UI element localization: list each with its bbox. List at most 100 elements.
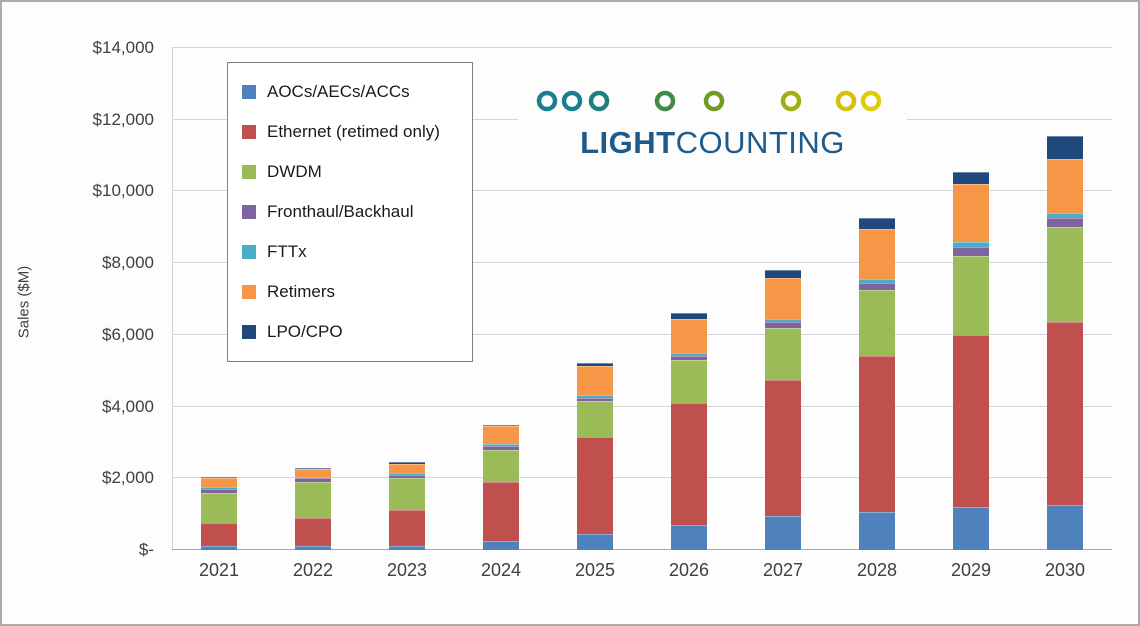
logo-text-counting: COUNTING [675, 125, 845, 160]
legend-swatch-icon [242, 245, 256, 259]
bar-2028 [859, 218, 895, 550]
bar-slot [266, 48, 360, 550]
y-axis-line [172, 48, 173, 550]
legend-item: LPO/CPO [228, 312, 472, 352]
bar-2030 [1047, 135, 1083, 550]
legend-label: Fronthaul/Backhaul [267, 202, 414, 221]
bar-slot [830, 48, 924, 550]
bar-segment [295, 481, 331, 518]
bar-segment [577, 362, 613, 367]
bar-segment [765, 327, 801, 380]
bar-segment [859, 512, 895, 550]
bar-segment [953, 256, 989, 335]
legend-swatch-icon [242, 165, 256, 179]
legend-item: Ethernet (retimed only) [228, 112, 472, 152]
bar-segment [295, 478, 331, 482]
bar-segment [201, 487, 237, 490]
bar-segment [389, 477, 425, 510]
bar-slot [642, 48, 736, 550]
bar-segment [671, 524, 707, 550]
gridline [172, 47, 1112, 48]
bar-segment [1047, 227, 1083, 323]
bar-slot [454, 48, 548, 550]
bar-segment [671, 313, 707, 319]
bar-segment [1047, 135, 1083, 160]
bar-slot [736, 48, 830, 550]
plot-area [172, 47, 1112, 550]
bar-segment [389, 509, 425, 546]
x-tick-label: 2023 [386, 560, 428, 580]
x-tick-label: 2026 [668, 560, 710, 580]
bar-segment [295, 546, 331, 550]
y-tick-label: $- [138, 540, 154, 559]
bar-segment [483, 449, 519, 482]
y-tick-label: $4,000 [102, 396, 154, 416]
x-tick-label: 2030 [1044, 560, 1086, 580]
bar-segment [389, 474, 425, 478]
legend-label: Ethernet (retimed only) [267, 122, 440, 141]
bar-segment [671, 359, 707, 403]
bar-2026 [671, 313, 707, 550]
x-axis-ticks: 2021 2022 2023 2024 2025 2026 2027 2028 2029 2030 [172, 560, 1112, 581]
bar-segment [671, 403, 707, 525]
bar-segment [577, 533, 613, 550]
legend-label: AOCs/AECs/ACCs [267, 82, 410, 101]
bar-segment [483, 444, 519, 447]
bar-segment [859, 356, 895, 513]
y-axis-title: Sales ($M) [15, 265, 33, 339]
bar-segment [295, 517, 331, 547]
logo-text-light: LIGHT [580, 125, 676, 160]
bar-segment [1047, 322, 1083, 506]
bar-2029 [953, 171, 989, 550]
bar-segment [483, 541, 519, 550]
y-tick-label: $10,000 [92, 181, 154, 201]
x-tick-label: 2028 [856, 560, 898, 580]
bar-segment [201, 546, 237, 550]
gridline [172, 262, 1112, 264]
bar-segment [671, 355, 707, 360]
legend-item: FTTx [228, 232, 472, 272]
lightcounting-logo: LIGHTCOUNTING [518, 80, 907, 164]
bar-segment [859, 229, 895, 280]
y-tick-label: $14,000 [92, 38, 154, 57]
bar-segment [765, 270, 801, 278]
x-tick-label: 2025 [574, 560, 616, 580]
bar-segment [295, 476, 331, 479]
bar-segment [483, 446, 519, 450]
bar-segment [859, 282, 895, 291]
bar-segment [577, 394, 613, 398]
bar-slot [548, 48, 642, 550]
gridline [172, 405, 1112, 407]
bar-segment [671, 318, 707, 353]
y-tick-label: $6,000 [102, 324, 154, 344]
bar-segment [1047, 505, 1083, 550]
bar-segment [389, 545, 425, 550]
bars-group [172, 48, 1112, 550]
bar-segment [201, 478, 237, 488]
legend-label: DWDM [267, 162, 322, 181]
legend-item: Retimers [228, 272, 472, 312]
bar-segment [389, 464, 425, 473]
logo-text: LIGHTCOUNTING [520, 125, 905, 160]
bar-segment [483, 424, 519, 427]
x-tick-label: 2021 [198, 560, 240, 580]
legend-label: LPO/CPO [267, 322, 343, 341]
bar-segment [765, 318, 801, 323]
bar-slot [360, 48, 454, 550]
bar-segment [859, 218, 895, 230]
legend-label: FTTx [267, 242, 307, 261]
gridline [172, 549, 1112, 550]
bar-segment [953, 334, 989, 507]
bar-segment [859, 290, 895, 357]
x-tick-label: 2029 [950, 560, 992, 580]
bar-segment [953, 247, 989, 256]
legend-swatch-icon [242, 285, 256, 299]
bar-segment [953, 171, 989, 185]
legend-swatch-icon [242, 125, 256, 139]
bar-segment [577, 437, 613, 534]
bar-slot [172, 48, 266, 550]
y-tick-label: $12,000 [92, 109, 154, 129]
logo-dots-icon [524, 90, 901, 112]
bar-2022 [295, 467, 331, 550]
